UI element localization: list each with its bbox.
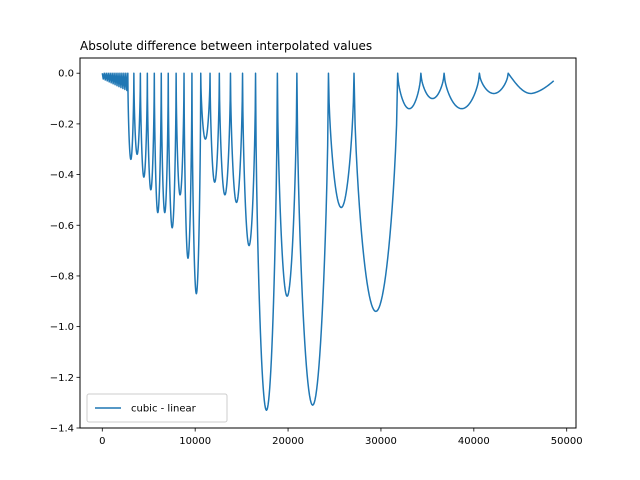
y-tick-label: −1.4: [50, 424, 74, 435]
y-tick-label: −0.2: [50, 119, 74, 130]
legend: cubic - linear: [86, 393, 228, 423]
y-tick-label: −0.8: [50, 271, 74, 282]
y-tick-label: −0.4: [50, 170, 74, 181]
x-tick-label: 20000: [272, 436, 304, 447]
legend-label: cubic - linear: [131, 404, 197, 415]
plot-frame: [79, 57, 577, 429]
y-tick-label: −1.0: [50, 322, 74, 333]
x-tick-label: 40000: [458, 436, 490, 447]
x-tick-label: 10000: [179, 436, 211, 447]
chart-title: Absolute difference between interpolated…: [80, 39, 372, 53]
y-tick-label: 0.0: [58, 69, 74, 80]
legend-box: [86, 393, 228, 423]
y-tick-label: −1.2: [50, 373, 74, 384]
series-layer: [101, 72, 555, 412]
x-tick-label: 50000: [551, 436, 583, 447]
series-line-0: [101, 72, 555, 412]
y-tick-label: −0.6: [50, 221, 74, 232]
x-tick-label: 30000: [365, 436, 397, 447]
x-tick-label: 0: [99, 436, 105, 447]
x-axis: 0 10000 20000 30000 40000 50000: [99, 428, 583, 447]
y-axis: 0.0 −0.2 −0.4 −0.6 −0.8 −1.0 −1.2 −1.4: [50, 69, 80, 435]
